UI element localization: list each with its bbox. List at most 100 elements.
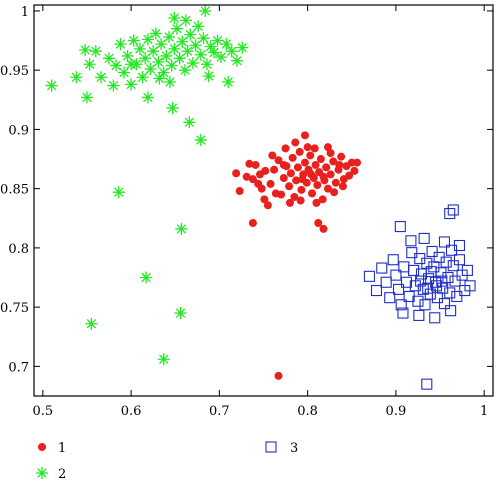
data-point-series-2: [175, 222, 188, 236]
data-point-series-3: [400, 276, 413, 288]
data-point-series-1: [279, 173, 288, 182]
legend: 1 2 3: [35, 441, 298, 482]
data-point-series-1: [254, 179, 263, 188]
data-point-series-3: [447, 204, 459, 216]
data-point-series-1: [312, 198, 321, 207]
x-tick-label: 0.9: [386, 404, 407, 419]
data-point-series-2: [184, 28, 197, 41]
data-point-series-1: [316, 155, 325, 164]
data-point-series-2: [107, 79, 120, 92]
data-point-series-2: [70, 71, 83, 84]
data-point-series-2: [222, 75, 235, 89]
data-point-series-1: [245, 159, 254, 168]
data-point-series-2: [214, 50, 228, 64]
data-point-series-1: [285, 182, 294, 191]
data-point-series-2: [176, 35, 189, 48]
data-point-series-2: [207, 46, 221, 59]
data-point-series-1: [248, 219, 257, 228]
plot-frame: [33, 4, 494, 397]
data-point-series-2: [109, 59, 123, 72]
data-point-series-3: [413, 309, 425, 321]
y-tick-label: 0.7: [8, 360, 29, 375]
legend-label-1: 1: [58, 441, 66, 456]
data-point-series-2: [168, 42, 181, 55]
data-point-series-3: [418, 232, 430, 244]
data-point-series-2: [80, 91, 94, 104]
data-point-series-2: [192, 20, 205, 33]
data-point-series-1: [331, 178, 340, 187]
data-point-series-1: [310, 144, 319, 153]
data-point-series-1: [268, 151, 277, 160]
x-tick-label: 0.6: [121, 404, 142, 419]
data-point-series-1: [296, 196, 305, 205]
data-point-series-2: [170, 22, 184, 35]
legend-marker-2: [35, 466, 49, 480]
data-point-series-1: [242, 172, 251, 181]
legend-label-3: 3: [290, 441, 298, 456]
data-point-series-2: [141, 33, 155, 46]
data-point-series-2: [139, 52, 152, 65]
series-2: [45, 4, 249, 366]
data-point-series-2: [154, 37, 168, 51]
data-point-series-2: [114, 37, 127, 51]
data-point-series-2: [179, 14, 192, 27]
data-point-series-1: [345, 171, 354, 180]
data-point-series-1: [298, 175, 307, 184]
data-point-series-2: [166, 101, 179, 115]
data-point-series-1: [281, 144, 290, 153]
data-point-series-2: [144, 62, 157, 76]
data-point-series-2: [85, 317, 98, 330]
data-point-series-1: [274, 156, 283, 165]
data-point-series-1: [322, 163, 331, 172]
data-point-series-2: [200, 58, 214, 71]
data-point-series-1: [292, 176, 301, 185]
x-tick-label: 0.8: [297, 404, 318, 419]
legend-marker-3: [265, 441, 277, 453]
data-point-series-1: [295, 147, 304, 156]
legend-item-2: 2: [35, 466, 66, 482]
data-point-series-3: [447, 260, 459, 272]
data-point-series-1: [286, 169, 295, 178]
data-point-series-2: [112, 186, 125, 199]
y-tick-label: 0.9: [8, 123, 29, 138]
data-point-series-2: [157, 66, 170, 79]
data-point-series-3: [424, 288, 436, 300]
data-point-series-2: [165, 59, 178, 72]
data-point-series-3: [387, 254, 399, 266]
data-point-series-2: [202, 69, 215, 83]
data-point-series-3: [421, 257, 433, 269]
data-point-series-3: [363, 270, 375, 282]
data-point-series-3: [440, 256, 452, 268]
data-point-series-2: [168, 11, 181, 25]
data-point-series-2: [157, 353, 170, 366]
data-point-series-1: [318, 195, 327, 204]
data-point-series-1: [288, 153, 297, 162]
y-tick-label: 0.85: [0, 183, 29, 198]
data-point-series-2: [230, 54, 244, 67]
data-point-series-2: [79, 43, 92, 57]
data-point-series-1: [274, 371, 283, 380]
data-point-series-3: [429, 312, 441, 324]
data-point-series-2: [83, 58, 96, 71]
data-point-series-1: [266, 179, 275, 188]
data-point-series-1: [270, 165, 279, 174]
data-point-series-2: [127, 34, 140, 47]
data-point-series-1: [279, 160, 288, 169]
data-point-series-3: [453, 254, 466, 266]
data-point-series-2: [199, 4, 212, 18]
data-point-series-1: [261, 166, 270, 175]
data-point-series-1: [303, 143, 312, 152]
data-point-series-3: [451, 290, 463, 303]
data-point-series-1: [313, 181, 322, 190]
data-point-series-1: [311, 160, 320, 169]
data-point-series-2: [124, 78, 138, 91]
data-point-series-2: [160, 49, 173, 63]
data-point-series-3: [370, 284, 383, 297]
data-point-series-2: [102, 52, 116, 65]
data-point-series-1: [314, 219, 323, 228]
y-tick-label: 0.95: [0, 64, 29, 79]
data-point-series-3: [408, 264, 420, 276]
series-3: [363, 204, 476, 390]
data-point-series-1: [248, 175, 257, 184]
data-point-series-3: [422, 282, 434, 294]
